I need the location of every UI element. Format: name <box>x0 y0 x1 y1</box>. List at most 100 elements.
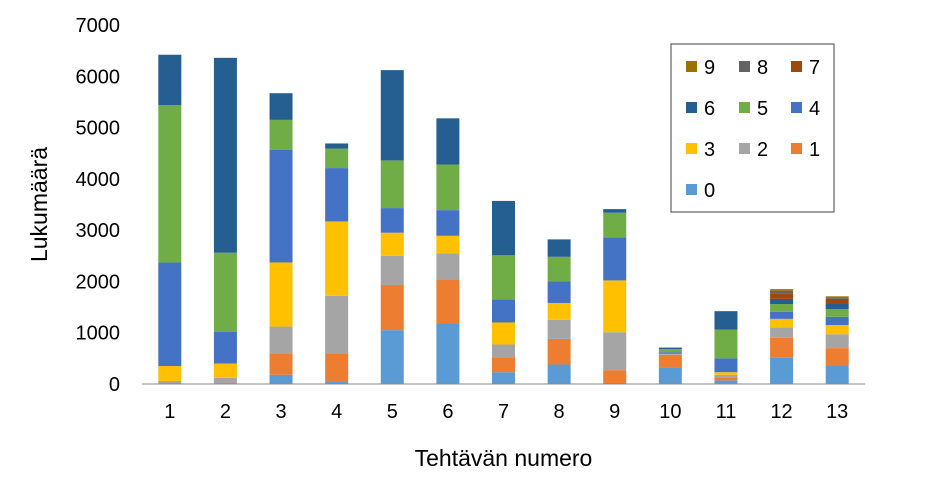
legend-item-7: 7 <box>791 57 820 79</box>
bar-segment-6 <box>436 118 460 165</box>
bar-segment-2 <box>770 327 794 338</box>
bar-segment-1 <box>492 357 515 373</box>
legend-label: 8 <box>757 57 768 79</box>
bar-segment-4 <box>603 237 627 281</box>
bar-segment-2 <box>658 353 682 355</box>
x-axis-title: Tehtävän numero <box>415 445 593 471</box>
bar-segment-2 <box>213 377 237 384</box>
legend-swatch <box>686 184 697 195</box>
legend-swatch <box>739 102 750 113</box>
bar-segment-6 <box>380 70 404 161</box>
bar-segment-4 <box>547 281 571 303</box>
bar-segment-5 <box>325 148 349 169</box>
bar-segment-6 <box>770 298 794 304</box>
bar-segment-1 <box>658 354 682 368</box>
bar-stack <box>770 289 794 384</box>
bar-stack <box>269 93 293 384</box>
legend-label: 6 <box>704 98 715 120</box>
bar-segment-2 <box>269 326 293 354</box>
bar-segment-3 <box>380 232 404 256</box>
x-tick-label: 13 <box>826 401 848 423</box>
bar-segment-0 <box>603 382 627 384</box>
bar-segment-1 <box>770 337 794 358</box>
bar-segment-5 <box>658 349 682 353</box>
bar-segment-1 <box>547 338 571 365</box>
bar-segment-5 <box>213 252 237 332</box>
bar-segment-0 <box>770 357 794 384</box>
bar-segment-4 <box>213 331 237 364</box>
bar-segment-8 <box>825 297 849 299</box>
x-tick-label: 4 <box>331 401 342 423</box>
bar-segment-2 <box>714 374 738 378</box>
bar-segment-6 <box>269 93 293 120</box>
bar-segment-9 <box>825 296 849 298</box>
legend-item-1: 1 <box>791 139 820 161</box>
bar-segment-2 <box>325 295 349 354</box>
bar-segment-6 <box>492 200 515 256</box>
bar-segment-3 <box>436 235 460 254</box>
bar-segment-0 <box>269 374 293 384</box>
bar-segment-5 <box>269 119 293 150</box>
bar-segment-5 <box>603 212 627 238</box>
bar-segment-4 <box>269 149 293 263</box>
y-tick-labels: 0 1000 2000 3000 4000 5000 6000 7000 <box>76 15 121 396</box>
x-tick-label: 3 <box>275 401 286 423</box>
y-tick-label: 5000 <box>76 118 121 140</box>
legend-label: 9 <box>704 57 715 79</box>
bar-segment-1 <box>714 377 738 381</box>
bar-segment-2 <box>492 344 515 358</box>
x-tick-label: 1 <box>164 401 175 423</box>
bar-segment-4 <box>436 210 460 236</box>
bar-segment-2 <box>380 255 404 286</box>
bar-segment-3 <box>492 322 515 345</box>
legend-swatch <box>791 61 802 72</box>
bars-layer <box>158 54 849 384</box>
bar-segment-6 <box>825 303 849 310</box>
bar-segment-7 <box>770 293 794 299</box>
y-tick-label: 0 <box>109 374 120 396</box>
bar-segment-1 <box>825 348 849 366</box>
bar-segment-6 <box>547 239 571 257</box>
bar-stack <box>603 209 627 384</box>
x-tick-label: 9 <box>609 401 620 423</box>
bar-segment-1 <box>603 370 627 383</box>
bar-segment-3 <box>770 318 794 328</box>
bar-segment-5 <box>492 255 515 300</box>
bar-segment-4 <box>158 262 182 367</box>
bar-stack <box>213 57 237 384</box>
bar-segment-5 <box>436 164 460 211</box>
legend-item-3: 3 <box>686 139 715 161</box>
x-tick-label: 6 <box>442 401 453 423</box>
bar-stack <box>492 200 515 384</box>
bar-segment-7 <box>825 298 849 304</box>
bar-segment-6 <box>325 143 349 149</box>
bar-segment-2 <box>547 319 571 339</box>
bar-segment-2 <box>436 253 460 280</box>
legend-swatch <box>791 143 802 154</box>
x-tick-label: 11 <box>716 401 737 423</box>
y-tick-label: 1000 <box>76 323 121 345</box>
bar-segment-8 <box>770 290 794 294</box>
legend-label: 0 <box>704 180 715 202</box>
bar-segment-6 <box>658 347 682 350</box>
bar-segment-0 <box>825 365 849 384</box>
x-tick-label: 7 <box>498 401 509 423</box>
legend-item-2: 2 <box>739 139 768 161</box>
y-tick-label: 2000 <box>76 271 121 293</box>
bar-segment-3 <box>714 372 738 375</box>
legend-item-6: 6 <box>686 98 715 120</box>
x-tick-label: 2 <box>220 401 231 423</box>
bar-segment-6 <box>158 54 182 106</box>
bar-segment-5 <box>825 309 849 317</box>
legend-label: 4 <box>809 98 820 120</box>
legend-item-0: 0 <box>686 180 715 202</box>
bar-segment-6 <box>714 311 738 330</box>
bar-stack <box>825 296 849 384</box>
bar-stack <box>325 143 349 384</box>
bar-segment-5 <box>770 303 794 312</box>
legend-item-5: 5 <box>739 98 768 120</box>
bar-segment-3 <box>547 302 571 320</box>
x-tick-labels: 1 2 3 4 5 6 7 8 9 10 11 12 13 <box>164 401 848 423</box>
y-tick-label: 7000 <box>76 15 121 37</box>
